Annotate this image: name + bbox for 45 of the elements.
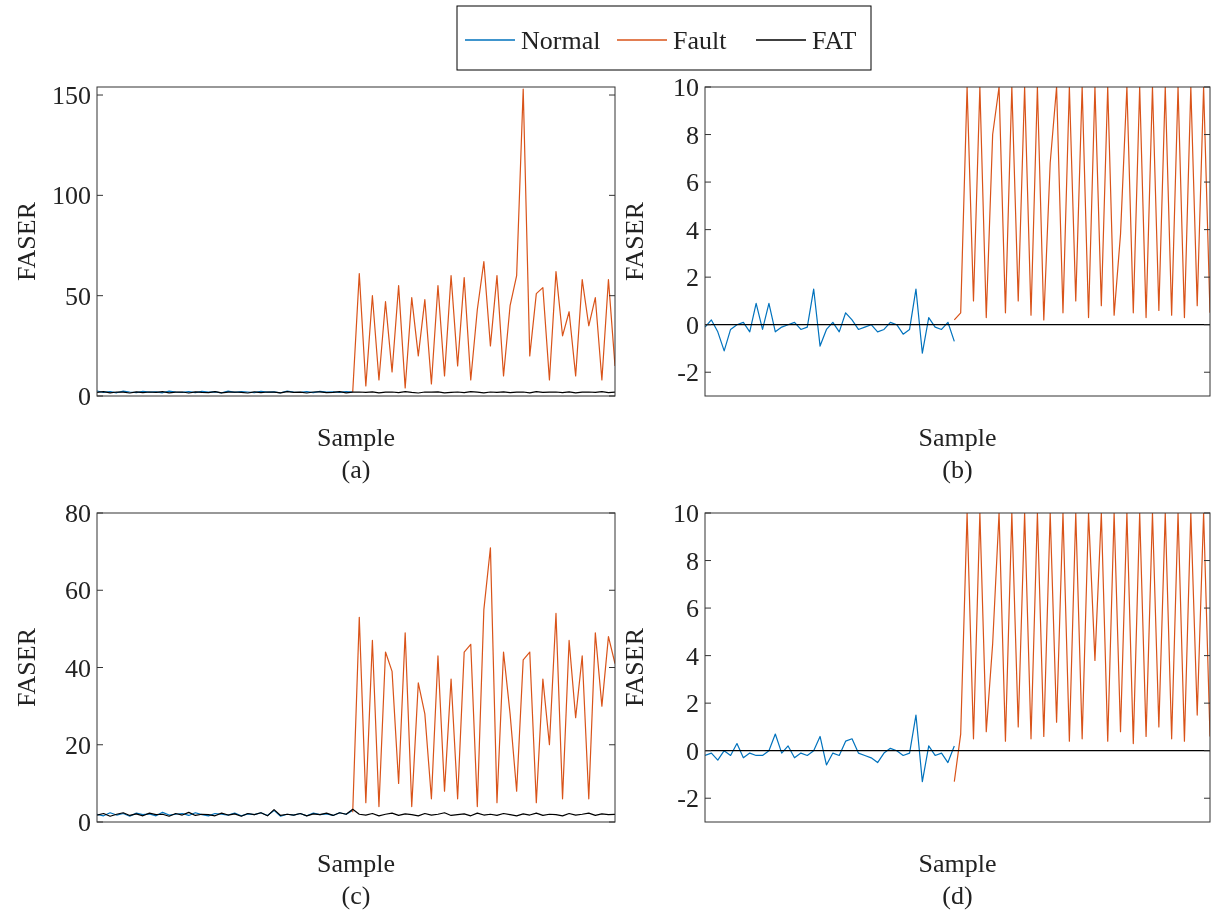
y-tick-label: 10 (673, 499, 699, 529)
y-tick-label: 6 (686, 168, 699, 198)
x-axis-title: Sample (317, 849, 395, 878)
y-tick-label: 100 (52, 181, 91, 211)
y-tick-label: 0 (78, 808, 91, 838)
y-tick-label: 0 (686, 736, 699, 766)
line-series (705, 714, 955, 783)
y-tick-label: 0 (686, 310, 699, 340)
line-series (97, 808, 615, 817)
y-tick-label: 8 (686, 120, 699, 150)
y-tick-label: 8 (686, 546, 699, 576)
y-tick-label: 50 (65, 281, 91, 311)
y-tick-label: 4 (686, 641, 699, 671)
line-series (352, 547, 615, 813)
y-tick-label: 2 (686, 263, 699, 293)
text: (c) (341, 881, 371, 910)
y-tick-label: 4 (686, 215, 699, 245)
y-axis-title: FASER (620, 627, 649, 707)
y-tick-label: 150 (52, 81, 91, 111)
line-series (953, 87, 1210, 321)
y-axis-title: FASER (12, 627, 41, 707)
line-series (953, 513, 1210, 783)
y-tick-label: 10 (673, 73, 699, 103)
y-tick-label: 80 (65, 499, 91, 529)
text: (b) (942, 455, 973, 484)
x-axis-title: Sample (918, 849, 997, 878)
y-tick-label: 20 (65, 730, 91, 760)
y-axis-title: FASER (620, 201, 649, 281)
y-tick-label: -2 (677, 784, 699, 814)
x-axis-title: Sample (317, 423, 395, 452)
legend-label: FAT (812, 26, 857, 55)
text: (a) (341, 455, 371, 484)
text: (d) (942, 881, 973, 910)
line-series (352, 88, 615, 393)
y-tick-label: 0 (78, 382, 91, 412)
x-axis-title: Sample (918, 423, 997, 452)
legend-label: Fault (673, 26, 728, 55)
line-series (705, 288, 955, 354)
y-tick-label: 6 (686, 594, 699, 624)
y-axis-title: FASER (12, 201, 41, 281)
legend-label: Normal (521, 26, 601, 55)
y-tick-label: -2 (677, 358, 699, 388)
y-tick-label: 60 (65, 576, 91, 606)
y-tick-label: 40 (65, 653, 91, 683)
y-tick-label: 2 (686, 689, 699, 719)
